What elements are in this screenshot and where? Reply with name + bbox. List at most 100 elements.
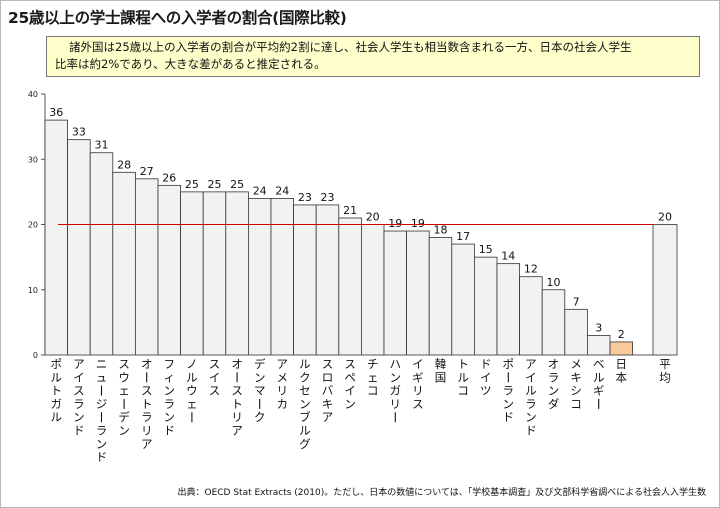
country-6-bar xyxy=(180,191,204,356)
country-0-value-label: 36 xyxy=(49,106,63,119)
country-15-category-label-char: ガ xyxy=(390,384,402,398)
country-9-category-label-char: ン xyxy=(254,370,266,384)
country-6-category-label-char: ル xyxy=(186,370,198,384)
country-16-category-label-char: リ xyxy=(412,384,424,398)
country-9-bar xyxy=(247,197,272,356)
country-23-category-label-char: キ xyxy=(570,370,582,384)
country-18-category-label-char: コ xyxy=(457,384,469,398)
country-13-category-label-char: ス xyxy=(344,357,356,371)
country-4-category-label-char: オ xyxy=(141,357,153,371)
country-14-category-label-char: ェ xyxy=(367,370,379,384)
country-8-bar xyxy=(225,191,249,356)
country-2-category-label-char: ジ xyxy=(96,397,108,411)
country-12-category-label-char: ス xyxy=(322,357,334,371)
y-tick-label: 30 xyxy=(28,155,38,164)
average-category-label-char: 平 xyxy=(659,357,671,371)
country-9-category-label-char: デ xyxy=(254,357,266,371)
summary-line-1: 諸外国は25歳以上の入学者の割合が平均約2割に達し、社会人学生も相当数含まれる一… xyxy=(69,40,632,54)
y-tick-label: 0 xyxy=(33,351,38,360)
y-tick-label: 10 xyxy=(28,286,38,295)
country-2-value-label: 31 xyxy=(95,139,109,152)
country-12-category-label-char: キ xyxy=(322,397,334,411)
country-5-value-label: 26 xyxy=(162,171,176,184)
summary-box: 諸外国は25歳以上の入学者の割合が平均約2割に達し、社会人学生も相当数含まれる一… xyxy=(46,36,700,77)
country-4-category-label-char: ト xyxy=(141,397,153,411)
country-17-bar xyxy=(428,237,453,356)
country-2-bar xyxy=(89,152,114,356)
country-0-category-label-char: ル xyxy=(51,410,63,424)
country-6-value-label: 25 xyxy=(185,178,199,191)
country-13-category-label-char: イ xyxy=(344,384,356,398)
country-1-category-label-char: ラ xyxy=(73,397,85,411)
country-11-bar xyxy=(293,204,317,356)
country-18-value-label: 17 xyxy=(456,230,470,243)
country-5-bar xyxy=(157,184,182,356)
country-11-category-label-char: グ xyxy=(299,437,311,451)
country-2-category-label-char: ン xyxy=(96,437,108,451)
country-15-category-label-char: リ xyxy=(390,397,402,411)
country-8-category-label-char: リ xyxy=(231,410,243,424)
country-4-category-label-char: ス xyxy=(141,384,153,398)
country-21-value-label: 12 xyxy=(524,263,538,276)
country-21-category-label-char: ル xyxy=(525,384,537,398)
country-14-value-label: 20 xyxy=(366,211,380,224)
average-value-label: 20 xyxy=(658,211,672,224)
country-1-category-label-char: ン xyxy=(73,410,85,424)
country-24-value-label: 3 xyxy=(595,321,602,334)
country-8-value-label: 25 xyxy=(230,178,244,191)
country-22-category-label-char: ダ xyxy=(548,397,560,411)
country-13-category-label-char: ペ xyxy=(344,370,356,384)
country-20-category-label-char: ポ xyxy=(503,357,515,371)
country-7-category-label-char: ス xyxy=(209,384,221,398)
country-11-category-label-char: ル xyxy=(299,357,311,371)
country-22-category-label-char: オ xyxy=(548,357,560,371)
country-22-category-label-char: ラ xyxy=(548,370,560,384)
country-6-category-label-char: ノ xyxy=(186,357,198,371)
country-5-category-label-char: ド xyxy=(164,424,176,438)
country-5-category-label-char: ン xyxy=(164,384,176,398)
country-21-category-label-char: ン xyxy=(525,410,537,424)
country-22-category-label-char: ン xyxy=(548,384,560,398)
country-17-value-label: 18 xyxy=(434,224,448,237)
country-10-category-label-char: カ xyxy=(277,397,289,411)
country-12-category-label-char: ア xyxy=(322,410,334,424)
country-4-category-label-char: ラ xyxy=(141,410,153,424)
country-10-category-label-char: メ xyxy=(277,370,289,384)
y-tick-label: 40 xyxy=(28,90,38,99)
country-18-bar xyxy=(451,243,475,356)
country-11-category-label-char: セ xyxy=(299,384,311,398)
country-20-category-label-char: ン xyxy=(503,397,515,411)
country-17-category-label-char: 国 xyxy=(435,370,447,384)
country-1-category-label-char: ド xyxy=(73,424,85,438)
country-5-category-label-char: ィ xyxy=(164,370,176,384)
country-6-category-label-char: ウ xyxy=(186,384,198,398)
source-note: 出典：OECD Stat Extracts (2010)。ただし、日本の数値につ… xyxy=(177,488,707,498)
country-0-category-label-char: ガ xyxy=(51,397,63,411)
country-21-category-label-char: ア xyxy=(525,357,537,371)
country-18-category-label-char: ル xyxy=(457,370,469,384)
country-20-bar xyxy=(496,263,521,356)
country-20-category-label-char: ド xyxy=(503,410,515,424)
country-10-category-label-char: リ xyxy=(277,384,289,398)
country-9-category-label-char: マ xyxy=(254,384,266,398)
country-0-bar xyxy=(44,119,69,356)
country-1-category-label-char: ア xyxy=(73,357,85,371)
country-10-value-label: 24 xyxy=(275,184,289,197)
country-2-category-label-char: ド xyxy=(96,450,108,464)
country-0-category-label-char: ト xyxy=(51,384,63,398)
country-24-bar xyxy=(587,335,611,356)
country-5-category-label-char: ン xyxy=(164,410,176,424)
country-9-category-label-char: ク xyxy=(254,410,266,424)
y-tick-label: 20 xyxy=(28,221,38,230)
country-13-category-label-char: ン xyxy=(344,397,356,411)
country-25-value-label: 2 xyxy=(618,328,625,341)
country-15-bar xyxy=(383,230,408,356)
country-25-category-label-char: 日 xyxy=(616,357,628,371)
country-3-category-label-char: ン xyxy=(118,424,130,438)
country-3-category-label-char: ス xyxy=(118,357,130,371)
country-24-category-label-char: ベ xyxy=(593,357,605,371)
country-7-category-label-char: イ xyxy=(209,370,221,384)
country-0-category-label-char: ル xyxy=(51,370,63,384)
country-5-category-label-char: ラ xyxy=(164,397,176,411)
country-16-category-label-char: ス xyxy=(412,397,424,411)
